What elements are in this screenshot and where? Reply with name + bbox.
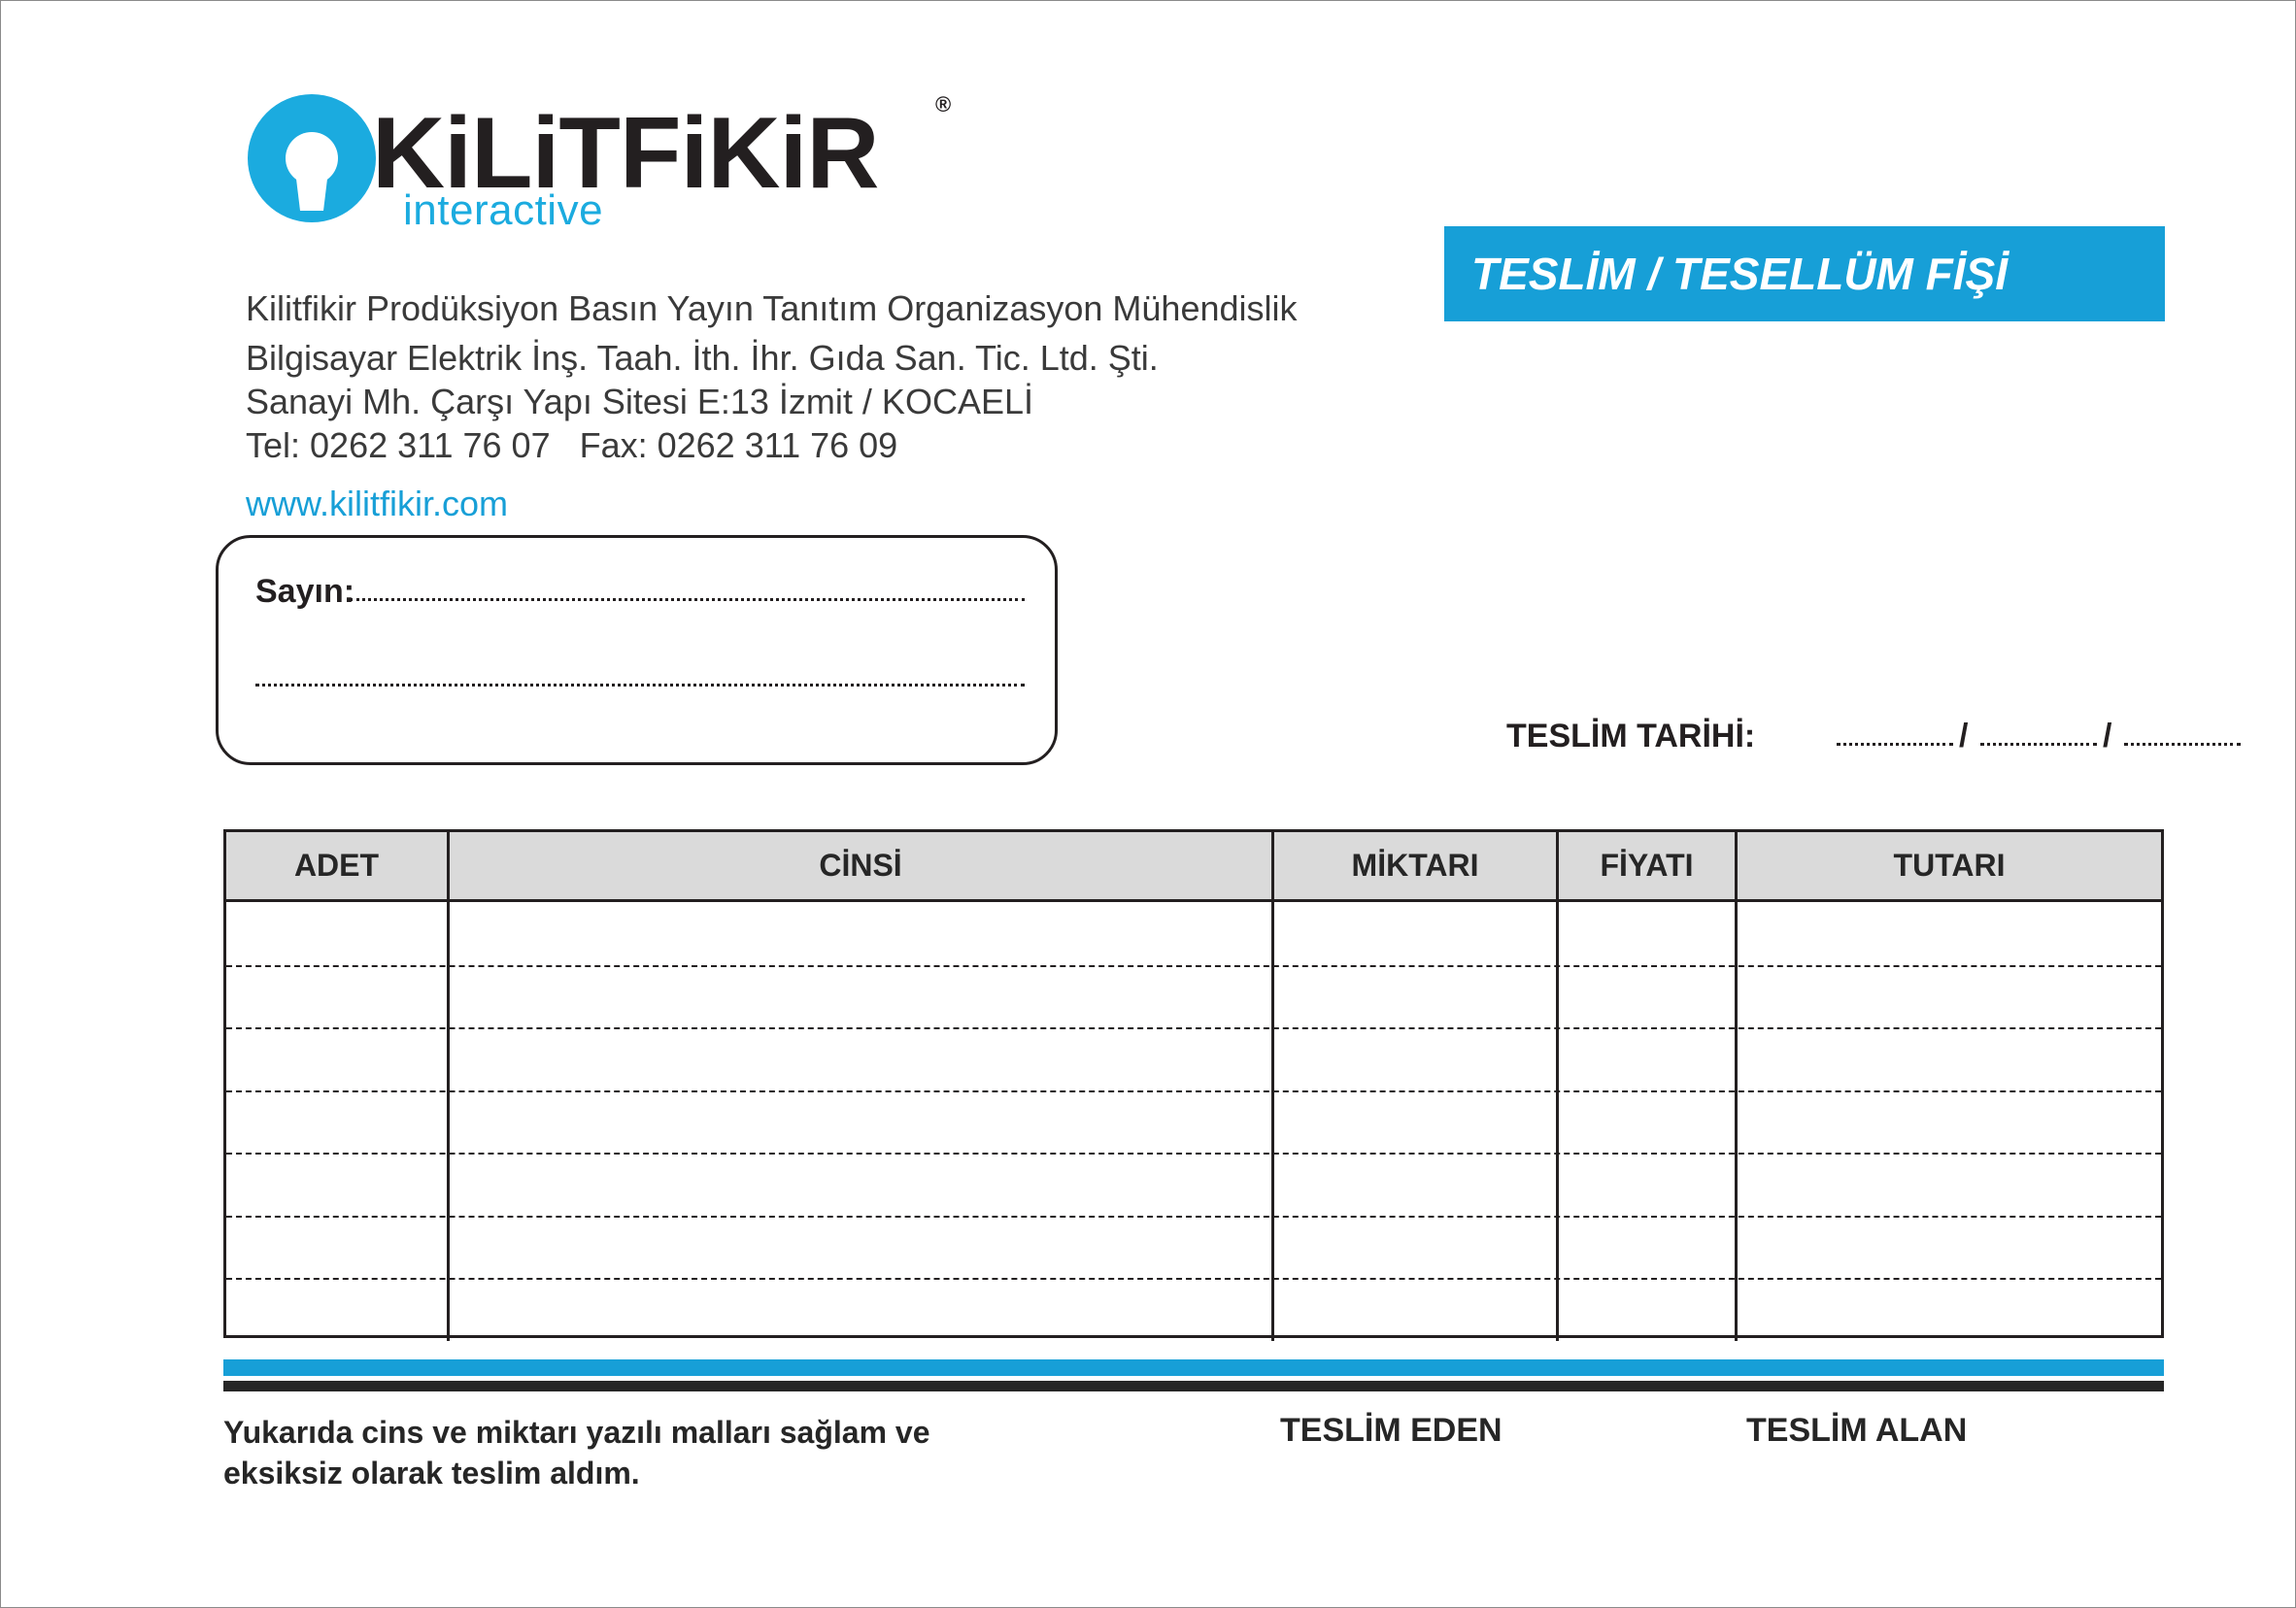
svg-text:®: ® <box>935 92 951 117</box>
